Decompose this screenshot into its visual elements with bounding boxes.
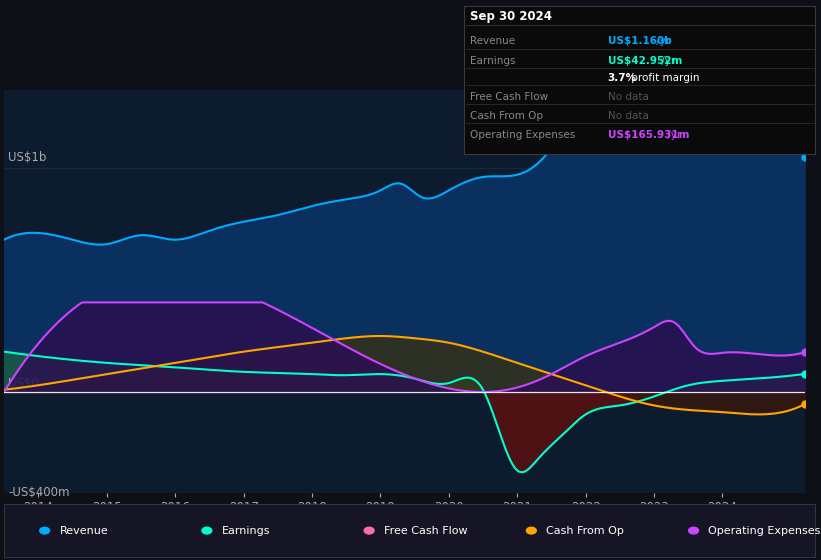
Text: 3.7%: 3.7% xyxy=(608,73,636,83)
Text: Revenue: Revenue xyxy=(470,36,516,46)
Text: Cash From Op: Cash From Op xyxy=(546,526,624,535)
Text: Free Cash Flow: Free Cash Flow xyxy=(384,526,467,535)
Text: Earnings: Earnings xyxy=(470,55,516,66)
Text: US$42.952m: US$42.952m xyxy=(608,55,682,66)
Text: Cash From Op: Cash From Op xyxy=(470,110,544,120)
Text: No data: No data xyxy=(608,110,649,120)
Text: /yr: /yr xyxy=(658,55,676,66)
Text: profit margin: profit margin xyxy=(628,73,699,83)
Text: /yr: /yr xyxy=(654,36,671,46)
Text: Operating Expenses: Operating Expenses xyxy=(470,129,576,139)
Text: Free Cash Flow: Free Cash Flow xyxy=(470,91,548,101)
Text: Earnings: Earnings xyxy=(222,526,270,535)
Text: -US$400m: -US$400m xyxy=(8,486,70,498)
Text: US$1b: US$1b xyxy=(8,151,47,164)
Text: US$165.931m: US$165.931m xyxy=(608,129,689,139)
Text: US$0: US$0 xyxy=(8,377,39,390)
Text: No data: No data xyxy=(608,91,649,101)
Text: Revenue: Revenue xyxy=(59,526,108,535)
Text: Sep 30 2024: Sep 30 2024 xyxy=(470,10,553,22)
Text: /yr: /yr xyxy=(663,129,681,139)
Text: Operating Expenses: Operating Expenses xyxy=(709,526,821,535)
Text: US$1.160b: US$1.160b xyxy=(608,36,672,46)
